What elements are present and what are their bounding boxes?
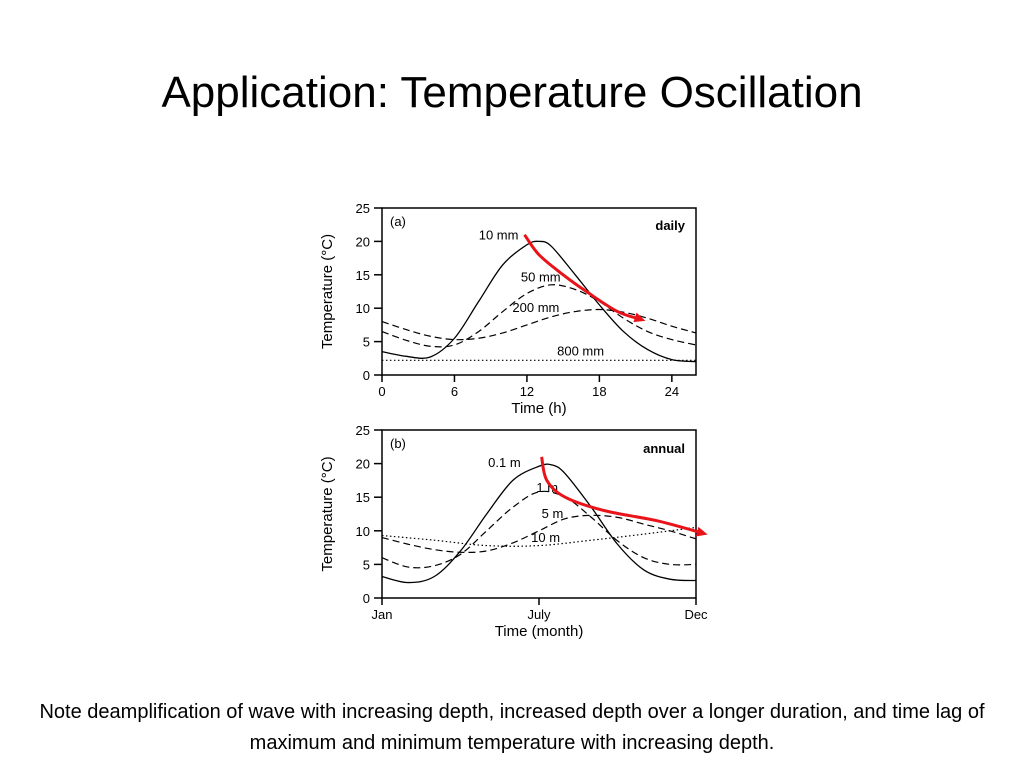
- red-arrow-head: [695, 526, 708, 537]
- y-tick-label: 25: [356, 423, 370, 438]
- x-tick-label: 0: [378, 384, 385, 399]
- y-tick-label: 25: [356, 201, 370, 216]
- y-tick-label: 20: [356, 234, 370, 249]
- x-tick-label: 24: [665, 384, 679, 399]
- y-tick-label: 0: [363, 591, 370, 606]
- y-tick-label: 0: [363, 368, 370, 383]
- series-line-200-mm: [381, 308, 697, 341]
- series-line-0-1-m: [381, 463, 697, 584]
- series-line-50-mm: [381, 284, 697, 348]
- red-arrow-head: [633, 312, 646, 323]
- x-tick-label: July: [527, 607, 551, 622]
- x-tick-label: Jan: [372, 607, 393, 622]
- series-label: 50 mm: [521, 269, 561, 284]
- x-axis-label: Time (h): [511, 400, 566, 417]
- series-label: 200 mm: [512, 300, 559, 315]
- series-label: 10 mm: [479, 227, 519, 242]
- y-tick-label: 5: [363, 335, 370, 350]
- y-tick-label: 10: [356, 301, 370, 316]
- temperature-charts: 0 5 10 15 20 25 0 6 12 18 24 Time (h) Temperature (°…: [319, 201, 708, 640]
- plot-frame: [381, 207, 697, 376]
- series-line-1-m: [381, 490, 697, 569]
- red-arrow-line: [523, 233, 643, 321]
- chart-tag-daily: daily: [655, 218, 685, 233]
- chart-panel-2: 0 5 10 15 20 25 Jan July Dec Time (month) Temperat…: [319, 423, 708, 640]
- x-tick-label: 12: [520, 384, 534, 399]
- series-label: 0.1 m: [488, 455, 521, 470]
- red-arrow-line: [540, 456, 705, 535]
- x-tick-label: Dec: [684, 607, 708, 622]
- x-tick-label: 18: [592, 384, 606, 399]
- chart-panel-1: 0 5 10 15 20 25 0 6 12 18 24 Time (h) Temperature (°…: [319, 201, 697, 417]
- slide-title: Application: Temperature Oscillation: [161, 68, 863, 117]
- series-label: 10 m: [531, 530, 560, 545]
- series-label: 800 mm: [557, 344, 604, 359]
- y-tick-label: 20: [356, 457, 370, 472]
- x-axis-label: Time (month): [495, 623, 584, 640]
- chart-tag-annual: annual: [643, 441, 685, 456]
- series-line-10-mm: [381, 240, 697, 363]
- x-tick-label: 6: [451, 384, 458, 399]
- y-axis-label: Temperature (°C): [319, 456, 336, 571]
- slide-caption: Note deamplification of wave with increa…: [39, 701, 985, 754]
- series-label: 5 m: [542, 506, 564, 521]
- series-label: 1 m: [536, 480, 558, 495]
- temperature-figure: 0 5 10 15 20 25 0 6 12 18 24 Time (h) Temperature (°…: [300, 190, 730, 670]
- panel-label: (a): [390, 214, 406, 229]
- y-axis-label: Temperature (°C): [319, 234, 336, 349]
- y-tick-label: 15: [356, 268, 370, 283]
- series-line-10-m: [381, 526, 697, 547]
- panel-label: (b): [390, 436, 406, 451]
- y-tick-label: 10: [356, 524, 370, 539]
- y-tick-label: 5: [363, 557, 370, 572]
- y-tick-label: 15: [356, 490, 370, 505]
